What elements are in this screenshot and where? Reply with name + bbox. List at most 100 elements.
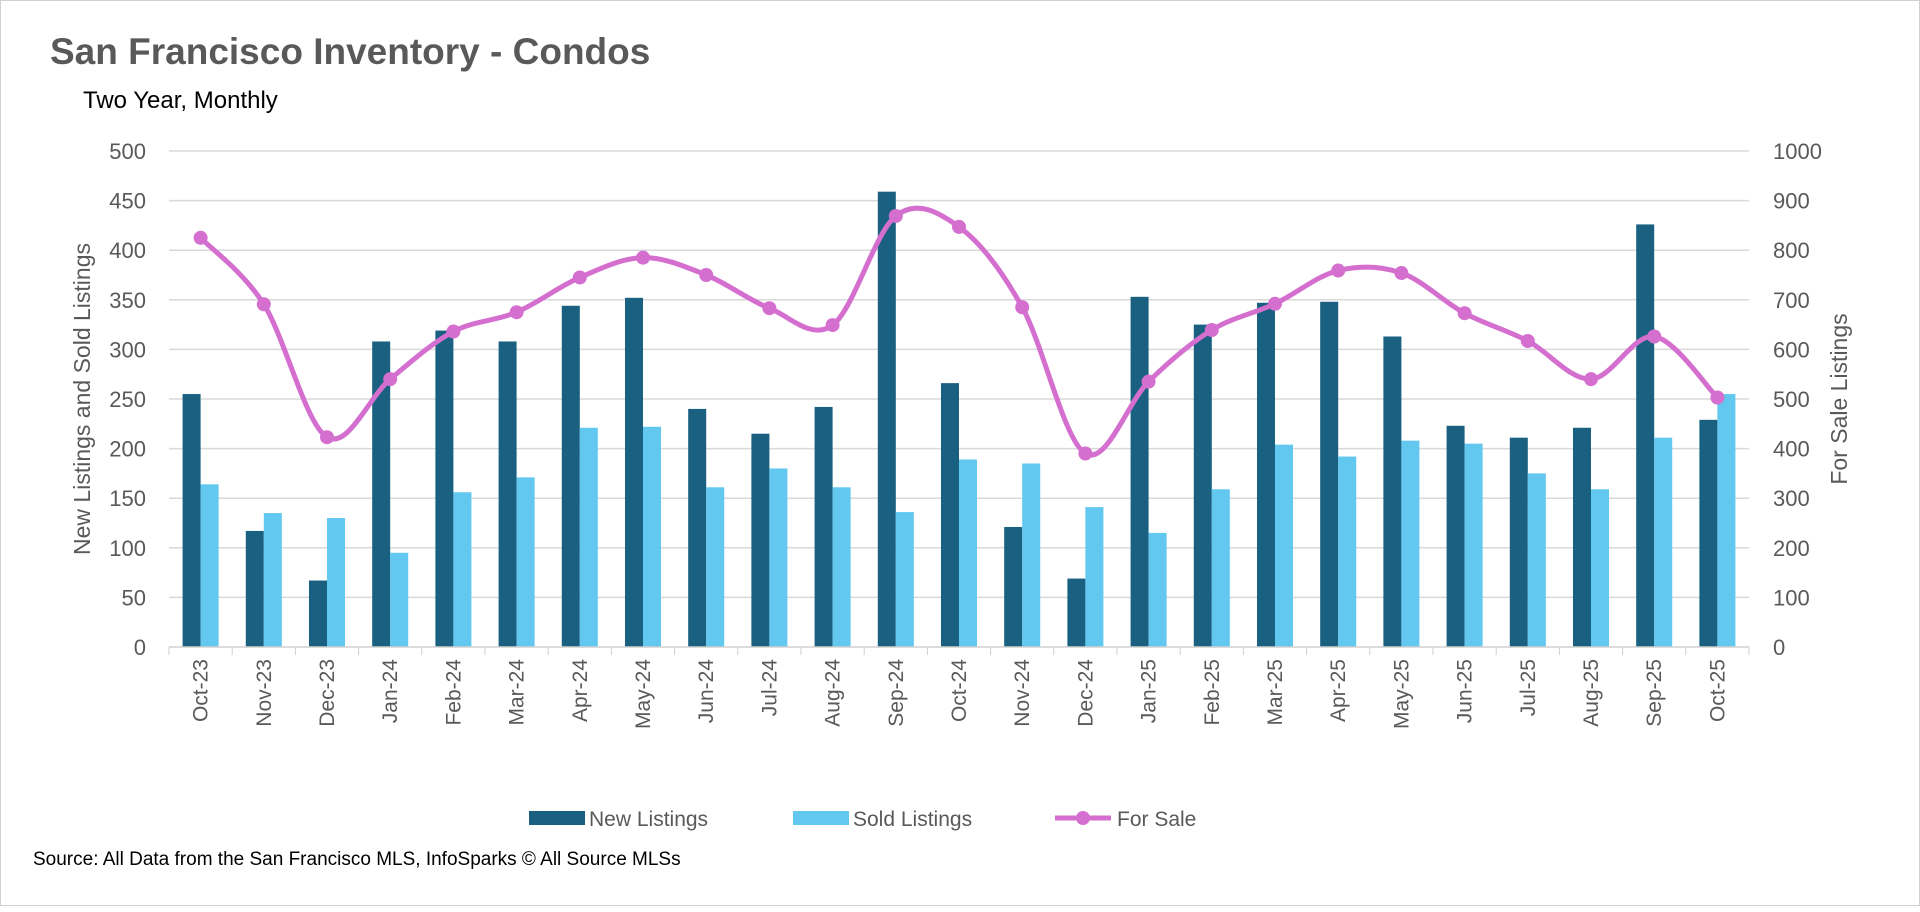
legend-marker-for-sale xyxy=(1076,811,1090,825)
x-tick-label: Apr-25 xyxy=(1327,659,1350,722)
bar-new-listings-Jan-24 xyxy=(372,341,391,647)
x-tick-label: Jan-25 xyxy=(1138,659,1161,723)
y2-tick-label: 400 xyxy=(1773,437,1810,462)
bar-sold-listings-Aug-25 xyxy=(1591,489,1610,647)
bar-new-listings-Jul-25 xyxy=(1509,437,1528,647)
point-for-sale-Sep-25 xyxy=(1647,329,1662,344)
point-for-sale-Mar-25 xyxy=(1268,296,1282,311)
x-tick-label: Nov-23 xyxy=(253,659,276,727)
y-tick-label: 50 xyxy=(122,585,146,610)
y-tick-label: 350 xyxy=(109,288,146,313)
point-for-sale-Sep-24 xyxy=(888,208,903,223)
legend-label-new-listings: New Listings xyxy=(589,808,708,831)
bar-new-listings-Sep-25 xyxy=(1636,224,1655,647)
point-for-sale-Jul-25 xyxy=(1520,333,1535,348)
y-tick-label: 500 xyxy=(109,139,146,164)
bar-new-listings-Jan-25 xyxy=(1130,296,1149,647)
chart-title: San Francisco Inventory - Condos xyxy=(50,31,650,72)
bar-new-listings-Sep-24 xyxy=(877,191,896,647)
y-axis-label: New Listings and Sold Listings xyxy=(69,243,95,555)
y-tick-label: 100 xyxy=(109,536,146,561)
x-tick-label: Nov-24 xyxy=(1011,659,1034,727)
y-tick-label: 0 xyxy=(134,635,146,660)
point-for-sale-Nov-23 xyxy=(256,297,271,312)
point-for-sale-Jan-25 xyxy=(1141,374,1156,389)
point-for-sale-Aug-25 xyxy=(1584,372,1598,387)
legend-swatch-new-listings xyxy=(529,811,585,825)
x-tick-label: Jan-24 xyxy=(379,659,402,724)
x-tick-label: Aug-24 xyxy=(822,659,845,727)
y-tick-label: 150 xyxy=(109,486,146,511)
x-tick-label: Mar-25 xyxy=(1264,659,1287,726)
x-tick-label: Oct-25 xyxy=(1706,659,1729,722)
y2-tick-label: 500 xyxy=(1773,387,1810,412)
bar-new-listings-Jun-24 xyxy=(688,408,707,647)
bar-sold-listings-Mar-24 xyxy=(516,477,535,647)
bar-sold-listings-Feb-24 xyxy=(453,492,472,647)
y-tick-label: 300 xyxy=(109,337,146,362)
point-for-sale-Dec-23 xyxy=(320,430,334,445)
y2-tick-label: 600 xyxy=(1773,337,1810,362)
point-for-sale-Aug-24 xyxy=(825,318,840,333)
point-for-sale-Jan-24 xyxy=(383,372,398,387)
bar-new-listings-Jul-24 xyxy=(751,433,770,647)
bar-new-listings-Feb-24 xyxy=(435,330,454,647)
bar-sold-listings-Jun-24 xyxy=(706,487,725,647)
x-tick-label: Apr-24 xyxy=(569,659,592,722)
bar-sold-listings-Jan-24 xyxy=(390,552,409,647)
bar-sold-listings-Apr-25 xyxy=(1338,456,1357,647)
bar-sold-listings-Nov-23 xyxy=(263,513,282,647)
bar-sold-listings-Jun-25 xyxy=(1464,443,1483,647)
x-tick-label: Dec-23 xyxy=(316,659,339,727)
bar-sold-listings-Nov-24 xyxy=(1022,463,1041,647)
bar-sold-listings-Aug-24 xyxy=(832,487,851,647)
point-for-sale-May-25 xyxy=(1394,266,1409,281)
x-tick-label: Sep-24 xyxy=(885,659,908,727)
bar-sold-listings-Oct-25 xyxy=(1717,394,1736,647)
bar-sold-listings-Dec-24 xyxy=(1085,507,1104,647)
x-tick-label: May-25 xyxy=(1390,659,1413,729)
bar-sold-listings-Sep-24 xyxy=(895,512,914,647)
bar-sold-listings-Jan-25 xyxy=(1148,532,1167,647)
bar-sold-listings-Dec-23 xyxy=(327,518,346,647)
x-tick-label: Mar-24 xyxy=(506,659,529,726)
bar-new-listings-Jun-25 xyxy=(1446,425,1465,647)
bar-new-listings-Nov-24 xyxy=(1004,526,1023,647)
source-note: Source: All Data from the San Francisco … xyxy=(33,849,681,870)
chart-subtitle: Two Year, Monthly xyxy=(83,87,278,114)
bar-sold-listings-Oct-23 xyxy=(200,484,219,647)
point-for-sale-Oct-25 xyxy=(1710,390,1725,405)
bar-sold-listings-May-25 xyxy=(1401,440,1420,647)
y2-tick-label: 900 xyxy=(1773,189,1810,214)
bar-new-listings-Nov-23 xyxy=(245,530,264,647)
point-for-sale-Apr-25 xyxy=(1331,263,1346,278)
bar-new-listings-May-24 xyxy=(624,297,643,647)
bar-new-listings-Aug-25 xyxy=(1572,427,1591,647)
bar-new-listings-Mar-24 xyxy=(498,341,517,647)
y2-tick-label: 100 xyxy=(1773,585,1810,610)
x-tick-label: Oct-24 xyxy=(948,659,971,722)
y2-tick-label: 800 xyxy=(1773,238,1810,263)
point-for-sale-Jun-25 xyxy=(1457,306,1472,321)
y2-tick-label: 200 xyxy=(1773,536,1810,561)
x-tick-label: Feb-24 xyxy=(442,659,465,726)
x-tick-label: Jun-25 xyxy=(1454,659,1477,723)
y-tick-label: 450 xyxy=(109,189,146,214)
bar-new-listings-Oct-23 xyxy=(182,394,201,647)
y2-tick-label: 0 xyxy=(1773,635,1785,660)
bar-new-listings-Apr-25 xyxy=(1320,301,1339,647)
bar-new-listings-Aug-24 xyxy=(814,406,833,647)
point-for-sale-Oct-24 xyxy=(952,219,966,234)
bar-sold-listings-Jul-24 xyxy=(769,468,788,647)
legend-label-sold-listings: Sold Listings xyxy=(853,808,972,831)
legend-swatch-sold-listings xyxy=(793,811,849,825)
bar-new-listings-Apr-24 xyxy=(561,305,580,647)
x-tick-label: Jul-25 xyxy=(1517,659,1540,716)
bar-sold-listings-May-24 xyxy=(643,426,662,647)
y-tick-label: 200 xyxy=(109,437,146,462)
bar-new-listings-Dec-23 xyxy=(308,580,327,647)
x-tick-label: Jul-24 xyxy=(758,659,781,717)
bar-sold-listings-Mar-25 xyxy=(1275,444,1294,647)
